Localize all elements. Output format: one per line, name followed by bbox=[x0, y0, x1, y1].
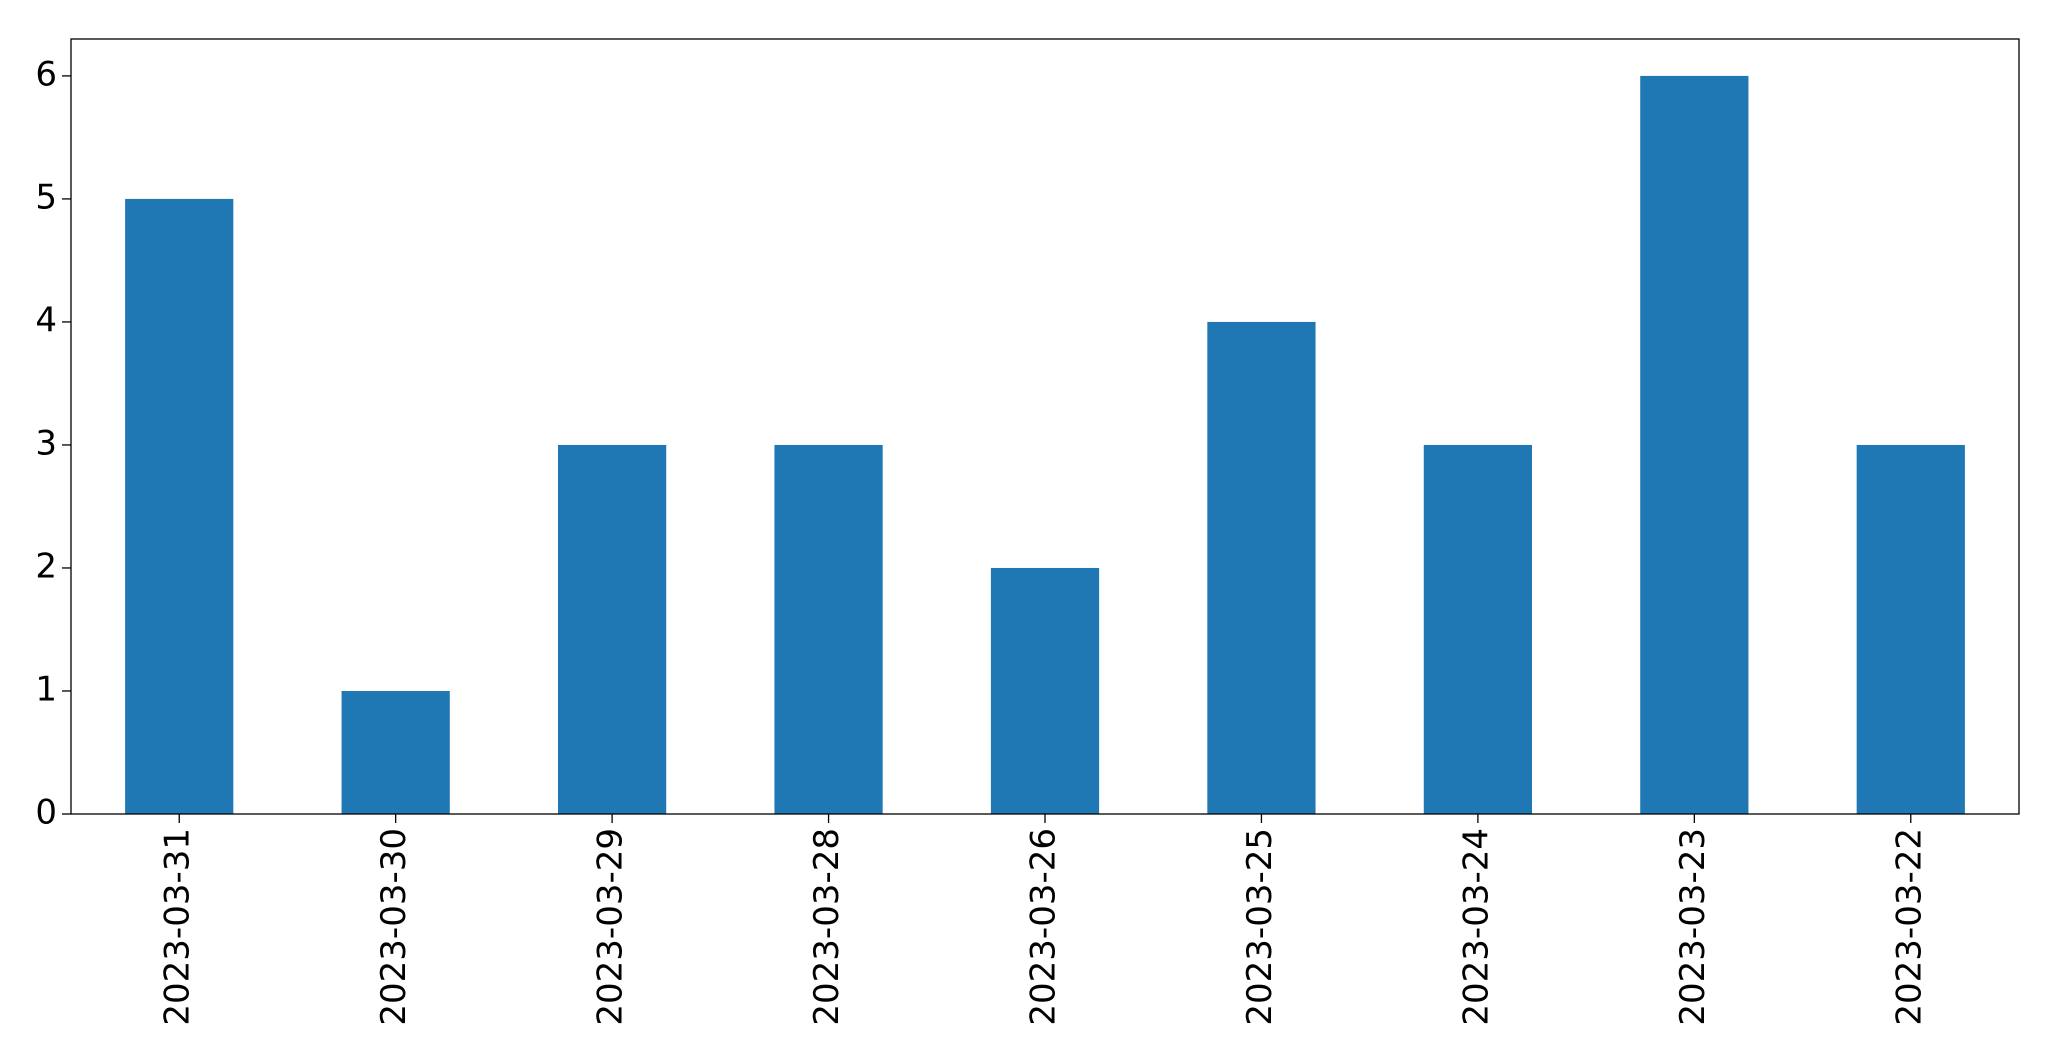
y-tick-label: 2 bbox=[35, 546, 57, 586]
bar bbox=[1856, 444, 1965, 814]
x-tick-label: 2023-03-24 bbox=[1456, 828, 1496, 1026]
plot-frame bbox=[70, 38, 2020, 815]
bar bbox=[1207, 321, 1316, 814]
bar bbox=[341, 690, 450, 814]
x-tick-label: 2023-03-25 bbox=[1240, 828, 1280, 1026]
x-tick-label: 2023-03-28 bbox=[807, 828, 847, 1026]
bar bbox=[774, 444, 883, 814]
y-tick-label: 5 bbox=[35, 177, 57, 217]
x-tick-label: 2023-03-29 bbox=[591, 828, 631, 1026]
bar bbox=[1423, 444, 1532, 814]
y-tick-label: 0 bbox=[35, 793, 57, 833]
x-tick-label: 2023-03-23 bbox=[1673, 828, 1713, 1026]
x-tick-label: 2023-03-30 bbox=[374, 828, 414, 1026]
x-tick-label: 2023-03-26 bbox=[1024, 828, 1064, 1026]
y-tick-label: 6 bbox=[35, 54, 57, 94]
bar bbox=[558, 444, 667, 814]
x-tick-label: 2023-03-22 bbox=[1889, 828, 1929, 1026]
bar bbox=[990, 567, 1100, 814]
bar bbox=[125, 198, 234, 814]
y-tick-label: 1 bbox=[35, 669, 57, 709]
y-tick-label: 4 bbox=[35, 300, 57, 340]
x-tick-label: 2023-03-31 bbox=[158, 828, 198, 1026]
bar bbox=[1640, 75, 1749, 814]
y-tick-label: 3 bbox=[35, 423, 57, 463]
